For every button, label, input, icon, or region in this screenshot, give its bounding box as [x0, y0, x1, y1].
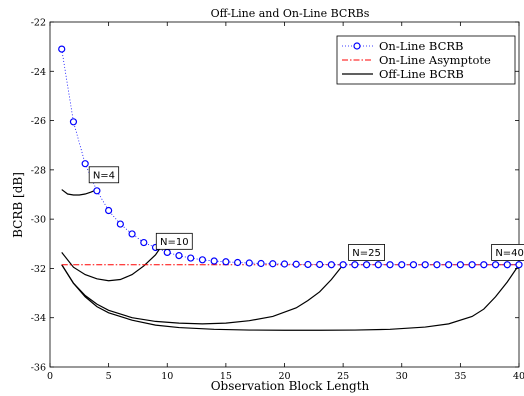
online-bcrb-point	[175, 252, 183, 260]
annotation-n-10: N=10	[155, 232, 193, 250]
online-bcrb-point	[304, 260, 312, 269]
online-bcrb-point	[409, 261, 418, 269]
online-bcrb-point	[339, 261, 347, 269]
online-bcrb-point	[362, 261, 371, 269]
x-tick-label: 10	[161, 371, 173, 382]
x-tick-label: 35	[454, 371, 466, 382]
legend-label: On-Line BCRB	[379, 39, 463, 53]
y-axis-label: BCRB [dB]	[11, 172, 25, 238]
annotation-n-25: N=25	[348, 244, 385, 261]
legend-item: On-Line Asymptote	[342, 53, 491, 67]
online-bcrb-point	[374, 261, 382, 269]
annotation-n-40: N=40	[491, 244, 524, 261]
online-bcrb-point	[316, 260, 324, 269]
online-bcrb-line	[61, 49, 519, 266]
y-tick-label: -30	[31, 215, 46, 226]
online-bcrb-point	[69, 118, 78, 126]
plot-area: 0 5 10 15 20 25 30 35 40 -36 -34 -32 -30 -28 -26 -24 -22…	[31, 18, 524, 382]
legend-label: On-Line Asymptote	[379, 53, 491, 67]
x-tick-label: 20	[278, 371, 290, 382]
y-tick-label: -22	[31, 18, 46, 29]
online-bcrb-point	[257, 259, 265, 268]
online-bcrb-point	[93, 187, 101, 195]
y-tick-label: -32	[31, 264, 46, 275]
offline-bcrb-line	[61, 264, 520, 331]
annotation-label: N=40	[495, 248, 524, 259]
offline-bcrb-line	[61, 237, 168, 282]
online-bcrb-point	[58, 45, 66, 53]
online-bcrb-point	[280, 260, 289, 268]
annotation-box	[88, 166, 120, 184]
online-bcrb-point	[222, 258, 230, 266]
x-tick-label: 25	[337, 371, 349, 382]
x-tick-label: 40	[513, 371, 524, 382]
y-tick-label: -28	[31, 165, 46, 176]
online-bcrb-point	[128, 230, 136, 238]
online-bcrb-point	[503, 261, 511, 269]
online-bcrb-point	[456, 261, 464, 269]
legend-item: On-Line BCRB	[342, 39, 463, 53]
legend-item: Off-Line BCRB	[342, 67, 464, 81]
annotation-label: N=4	[93, 170, 115, 181]
legend-swatch-marker	[353, 42, 361, 50]
online-bcrb-point	[198, 256, 207, 264]
x-tick-label: 30	[396, 371, 408, 382]
annotation-box	[348, 244, 385, 261]
online-bcrb-point	[234, 258, 242, 267]
online-bcrb-point	[480, 261, 488, 269]
annotation-n-4: N=4	[88, 166, 120, 184]
x-tick-label: 15	[220, 371, 232, 382]
offline-bcrb-line	[61, 264, 344, 325]
online-bcrb-point	[245, 259, 253, 267]
online-bcrb-point	[515, 261, 523, 269]
online-bcrb-point	[269, 260, 277, 268]
online-bcrb-point	[398, 261, 406, 269]
annotation-box	[491, 244, 524, 261]
x-tick-label: 0	[47, 371, 53, 382]
online-bcrb-point	[163, 248, 171, 257]
online-bcrb-point	[351, 261, 359, 269]
online-bcrb-point	[433, 261, 441, 269]
y-tick-label: -24	[31, 67, 46, 78]
online-bcrb-point	[445, 261, 453, 269]
annotation-label: N=10	[160, 237, 189, 248]
y-tick-label: -36	[31, 363, 46, 374]
online-bcrb-point	[105, 206, 113, 215]
online-bcrb-point	[140, 238, 148, 247]
online-bcrb-point	[327, 261, 335, 269]
online-bcrb-point	[116, 220, 124, 228]
online-bcrb-point	[187, 254, 195, 262]
y-tick-label: -26	[31, 116, 46, 127]
annotation-label: N=25	[352, 248, 381, 259]
offline-bcrb-line	[61, 189, 98, 196]
legend-label: Off-Line BCRB	[379, 67, 464, 81]
online-bcrb-point	[386, 261, 394, 269]
online-bcrb-point	[210, 257, 218, 265]
chart-title: Off-Line and On-Line BCRBs	[211, 7, 370, 20]
online-bcrb-point	[468, 261, 476, 269]
x-axis-label: Observation Block Length	[211, 379, 370, 393]
online-bcrb-point	[292, 260, 300, 268]
online-bcrb-point	[491, 261, 500, 269]
online-bcrb-point	[421, 261, 429, 269]
y-tick-label: -34	[31, 313, 46, 324]
annotation-box	[155, 232, 193, 250]
x-tick-label: 5	[106, 371, 112, 382]
online-bcrb-point	[81, 160, 89, 168]
